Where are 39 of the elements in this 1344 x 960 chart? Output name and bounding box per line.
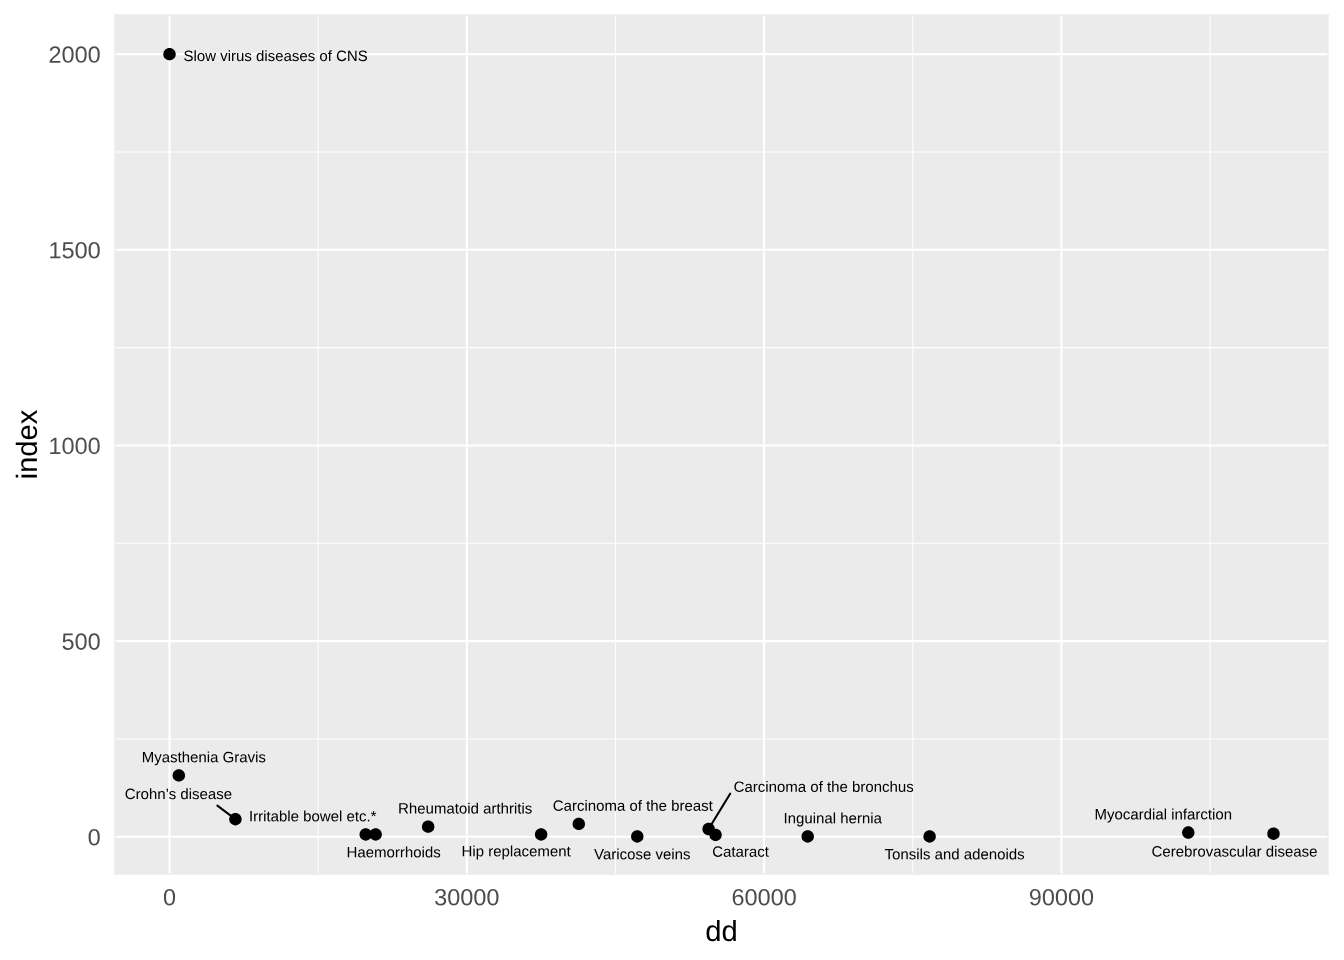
annotation: Rheumatoid arthritis: [399, 802, 532, 814]
x-tick-label: 90000: [1029, 888, 1094, 906]
point: [923, 830, 936, 843]
y-tick-label: 500: [62, 633, 100, 650]
annotation: Varicose veins: [594, 848, 690, 860]
annotation: Slow virus diseases of CNS: [184, 50, 368, 62]
y-tick-label: 0: [88, 828, 100, 846]
x-tick-label: 0: [163, 888, 176, 906]
y-tick-label: 2000: [49, 46, 100, 63]
point: [172, 769, 186, 782]
point: [572, 817, 586, 831]
point: [1267, 827, 1280, 840]
annotation: Tonsils and adenoids: [884, 848, 1025, 860]
annotation: Carcinoma of the bronchus: [734, 781, 914, 793]
point: [709, 828, 722, 842]
point: [229, 813, 242, 826]
annotation: Cerebrovascular disease: [1152, 845, 1317, 857]
x-tick-label: 60000: [732, 888, 796, 906]
annotation: Hip replacement: [462, 845, 571, 860]
annotation: Cataract: [712, 846, 769, 857]
point: [801, 830, 814, 843]
annotation: Myasthenia Gravis: [142, 751, 266, 766]
x-tick-label: 30000: [435, 888, 499, 906]
point: [163, 47, 176, 61]
point: [534, 828, 548, 841]
y-tick-label: 1500: [50, 241, 100, 259]
y-axis-title: index: [15, 409, 38, 478]
point: [1182, 826, 1195, 839]
point: [369, 828, 382, 841]
annotation: Irritable bowel etc.*: [250, 810, 377, 822]
x-axis-title: dd: [706, 919, 736, 942]
annotation: Carcinoma of the breast: [553, 799, 713, 811]
y-tick-label: 1000: [50, 437, 100, 455]
point: [631, 830, 644, 843]
annotation: Inguinal hernia: [784, 812, 882, 827]
point: [421, 820, 435, 833]
annotation: Crohn’s disease: [125, 788, 232, 800]
annotation: Haemorrhoids: [347, 846, 441, 858]
annotation: Myocardial infarction: [1095, 808, 1232, 823]
